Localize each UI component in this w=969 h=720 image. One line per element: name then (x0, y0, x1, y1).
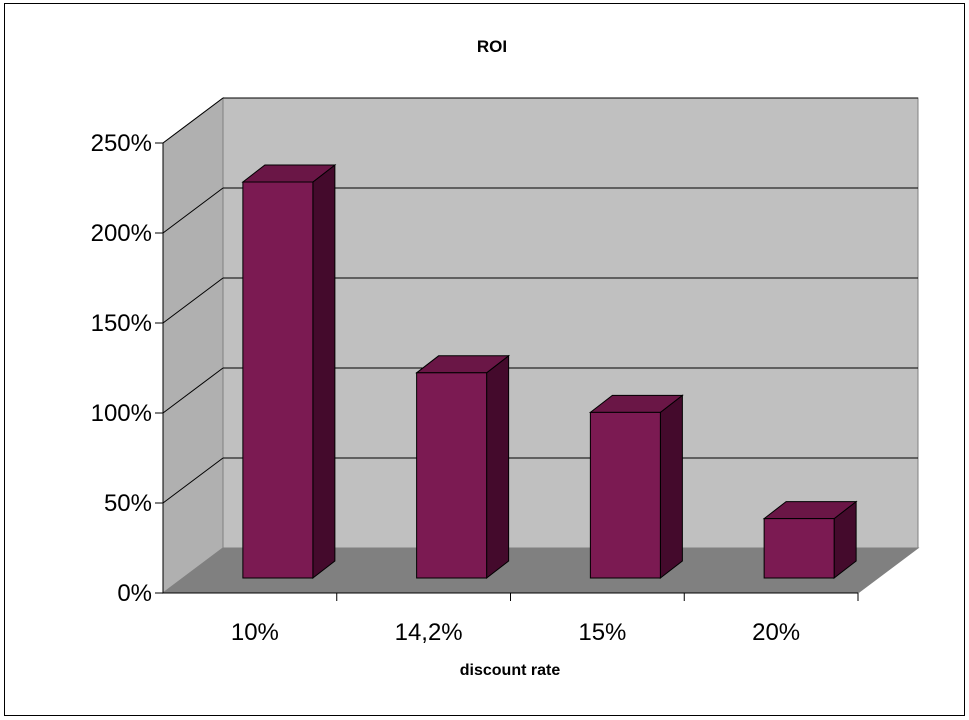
x-axis-title: discount rate (460, 662, 561, 679)
bar (416, 372, 488, 579)
bar (763, 518, 835, 579)
gridline-side (162, 277, 224, 324)
bar-side (486, 354, 510, 580)
x-tick-label: 15% (578, 619, 626, 646)
y-tick-label: 150% (91, 310, 152, 337)
x-tick-label: 14,2% (395, 619, 463, 646)
y-tick-label: 200% (91, 220, 152, 247)
gridline-side (162, 457, 224, 504)
y-tick-label: 250% (91, 130, 152, 157)
x-tick-label: 10% (231, 619, 279, 646)
bar (242, 181, 314, 579)
chart-title: ROI (477, 37, 507, 56)
bar-side (312, 163, 336, 580)
gridline-side (162, 367, 224, 414)
y-tick-label: 0% (117, 580, 152, 607)
bar-side (659, 394, 683, 580)
side-wall (162, 97, 224, 594)
y-tick-label: 50% (104, 490, 152, 517)
gridline-side (162, 187, 224, 234)
plot-area: 0% 50% 100% 150% 200% 250% 10% 14,2% 15% 20% (91, 97, 920, 646)
bar (589, 411, 661, 579)
gridline-side (162, 97, 224, 144)
x-tick-label: 20% (752, 619, 800, 646)
y-tick-label: 100% (91, 400, 152, 427)
